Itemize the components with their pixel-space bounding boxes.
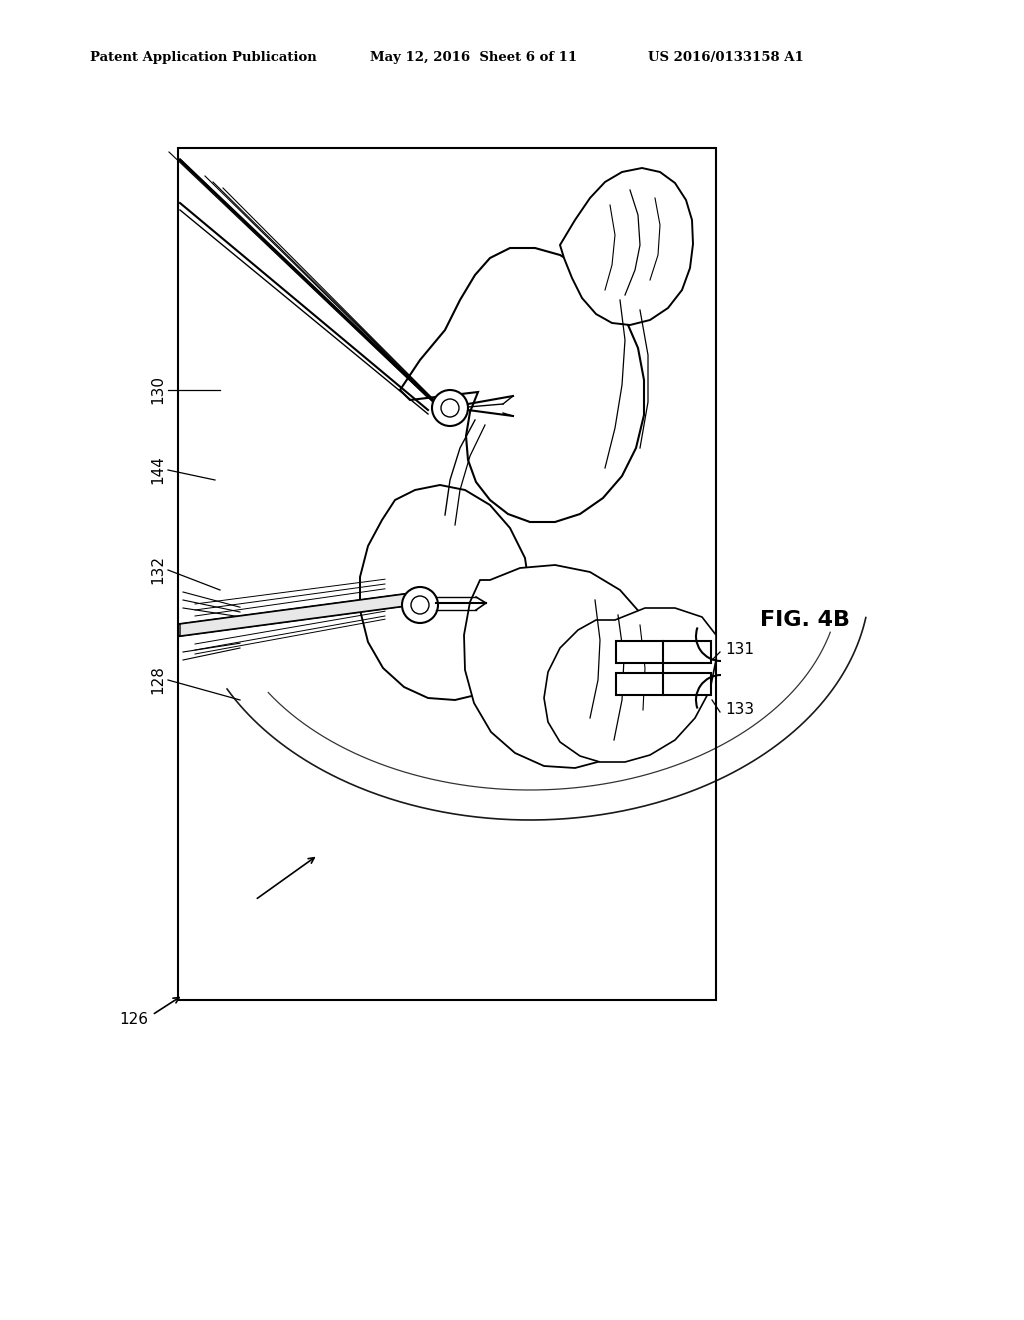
Text: 144: 144 [150,455,165,484]
Bar [616,642,711,663]
Circle shape [402,587,438,623]
Text: FIG. 4B: FIG. 4B [760,610,850,630]
Circle shape [411,597,429,614]
Circle shape [432,389,468,426]
Polygon shape [560,168,693,325]
Text: 133: 133 [725,702,754,718]
Text: US 2016/0133158 A1: US 2016/0133158 A1 [648,51,804,65]
Text: 130: 130 [150,375,165,404]
Text: 132: 132 [150,556,165,585]
Text: 131: 131 [725,643,754,657]
Bar [616,673,711,696]
Text: Patent Application Publication: Patent Application Publication [90,51,316,65]
Polygon shape [544,609,716,762]
Text: May 12, 2016  Sheet 6 of 11: May 12, 2016 Sheet 6 of 11 [370,51,578,65]
Text: 128: 128 [150,665,165,694]
Polygon shape [400,248,644,521]
Bar [178,148,716,1001]
Polygon shape [464,565,656,768]
Polygon shape [360,484,530,700]
Polygon shape [180,594,406,636]
Text: 126: 126 [119,1012,148,1027]
Circle shape [441,399,459,417]
